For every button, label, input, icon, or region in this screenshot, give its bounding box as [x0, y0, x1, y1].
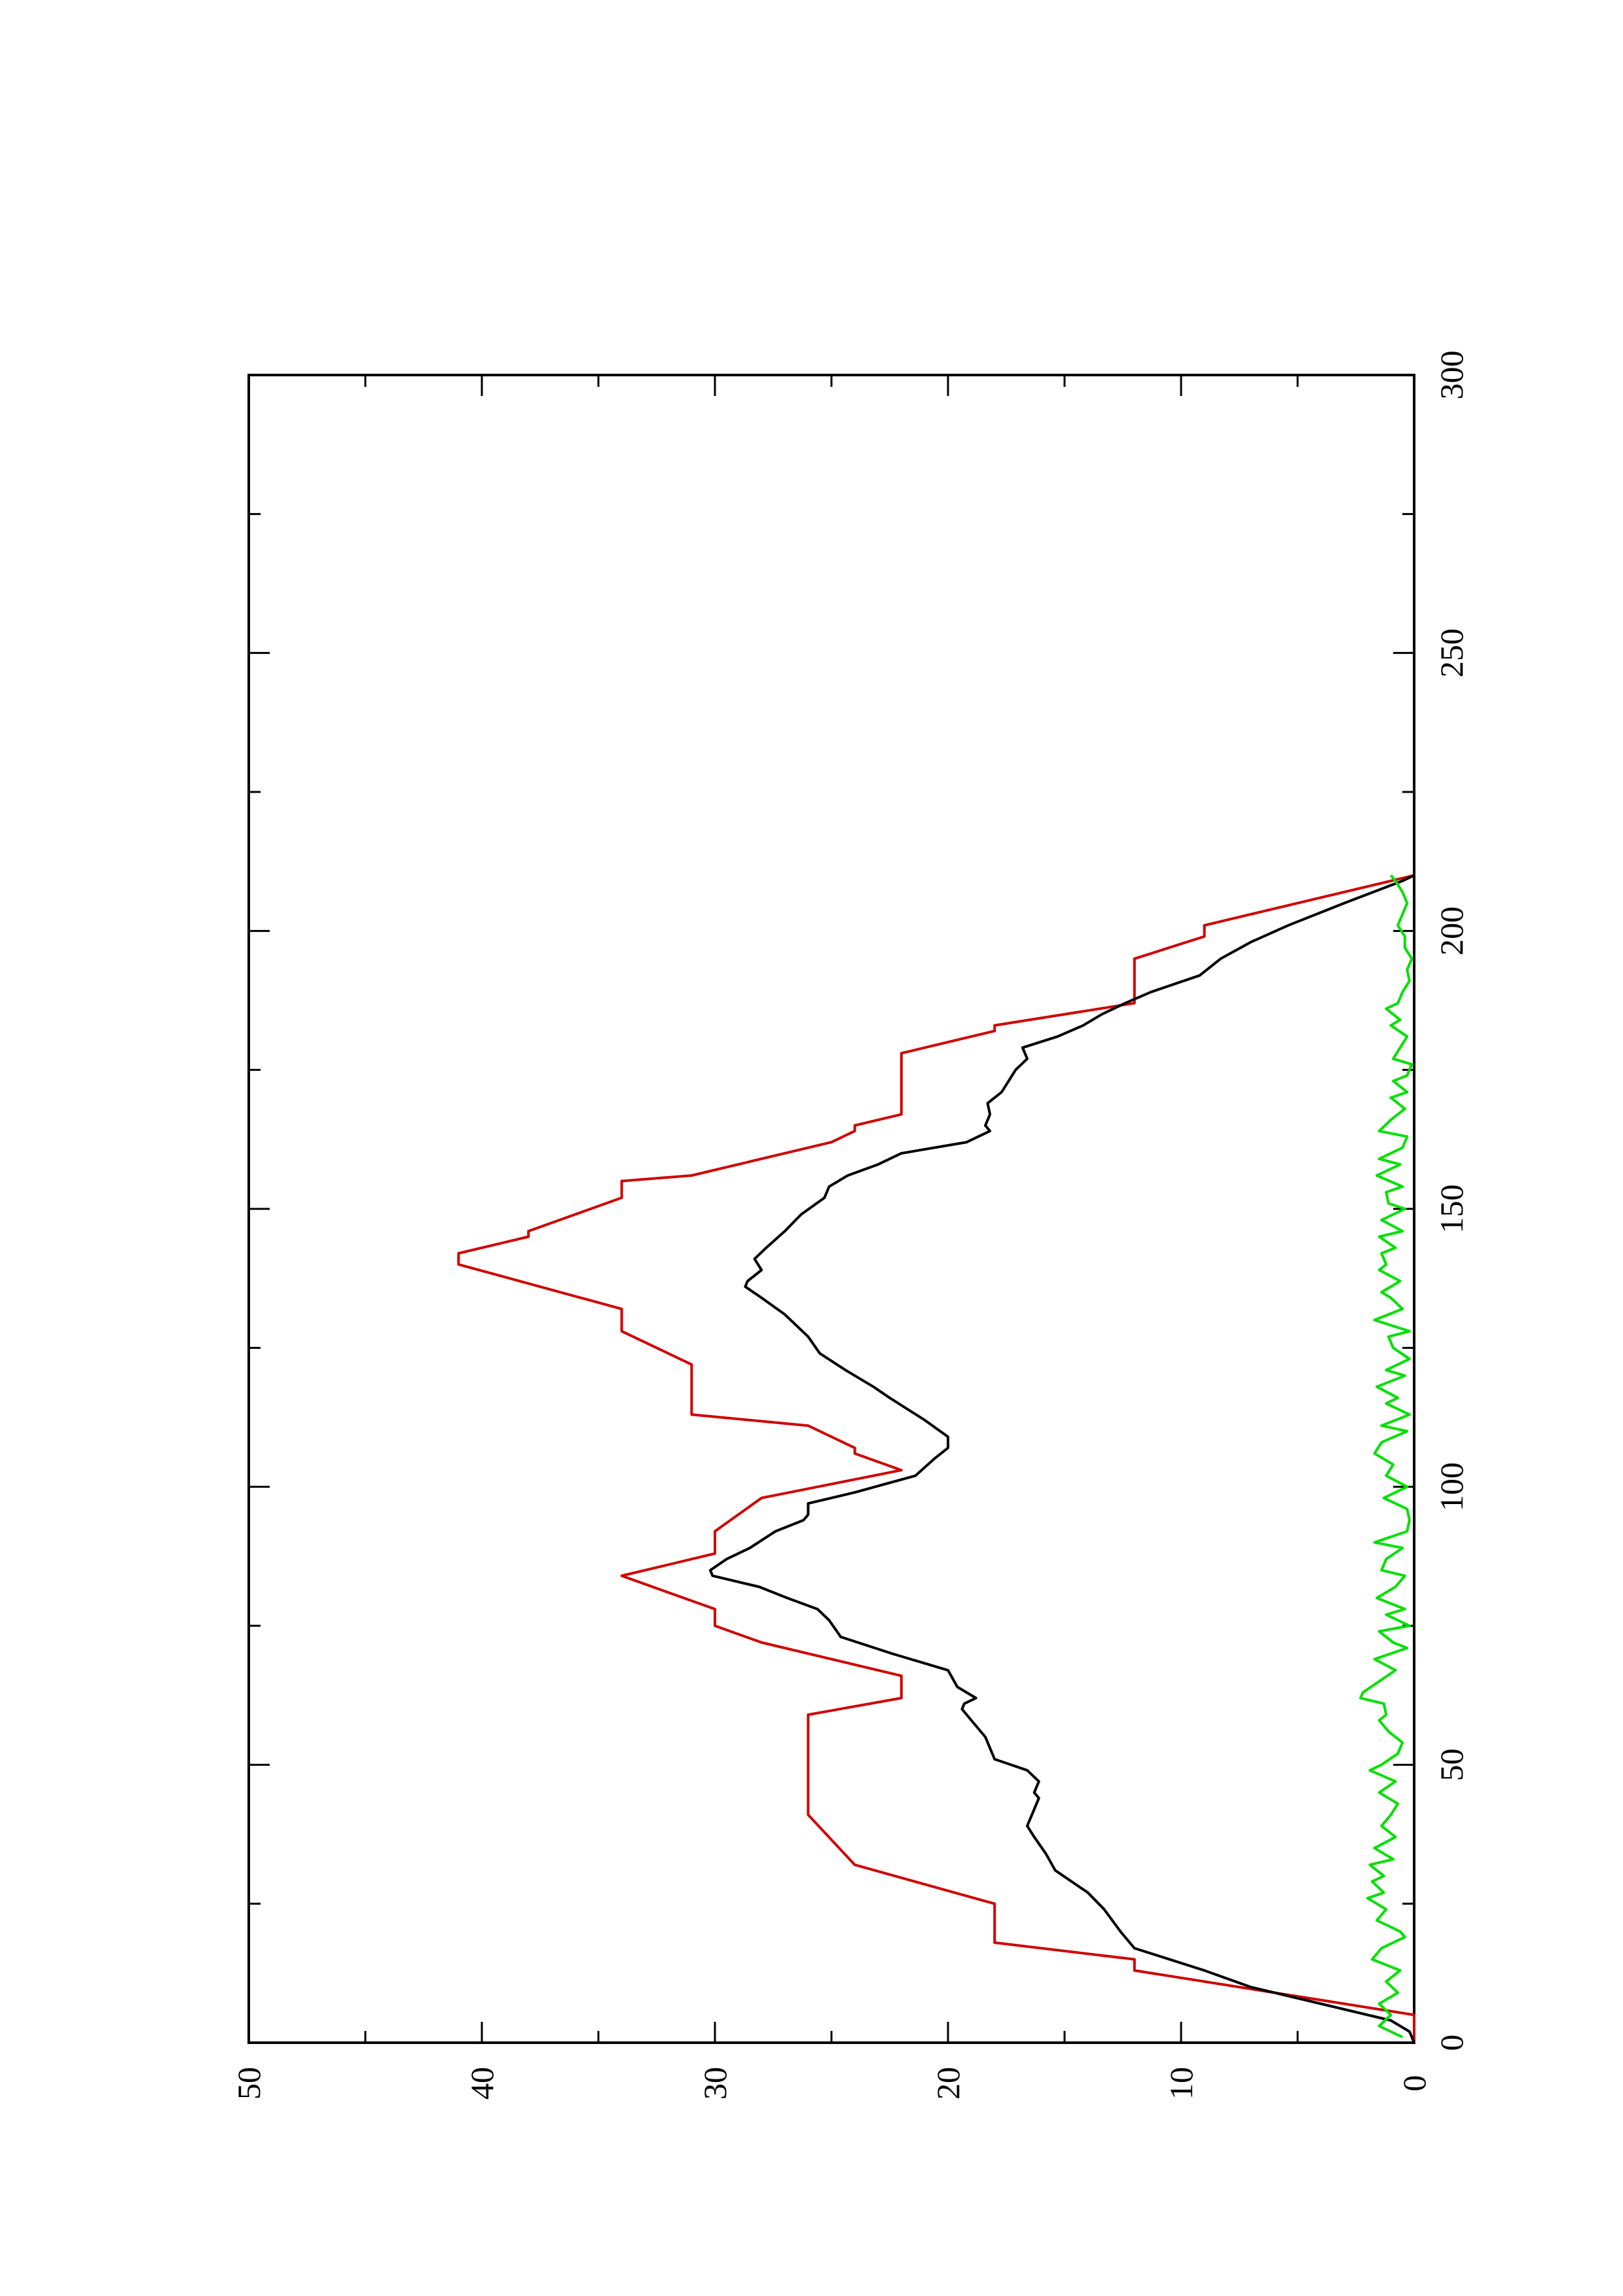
plot-frame [247, 374, 1415, 2044]
y-tick-label: 30 [697, 2067, 733, 2100]
x-tick-label: 150 [1433, 1185, 1470, 1234]
y-tick-label: 20 [930, 2067, 966, 2100]
y-tick-label: 40 [464, 2067, 500, 2100]
y-tick-label: 10 [1163, 2067, 1199, 2100]
x-tick-label: 250 [1433, 628, 1470, 677]
x-tick-label: 200 [1433, 906, 1470, 956]
series-group [457, 874, 1415, 2043]
x-tick-label: 100 [1433, 1462, 1470, 1511]
y-tick-label: 0 [1396, 2075, 1432, 2092]
ticks-group [247, 374, 1415, 2044]
series-line-1 [457, 874, 1415, 2043]
y-tick-label: 50 [230, 2067, 267, 2100]
x-tick-label: 0 [1433, 2035, 1470, 2051]
series-line-2 [708, 874, 1415, 2043]
series-line-3 [1359, 874, 1413, 2039]
tick-labels-group: 0 50 100 150 200 250 300 0 10 20 30 40 50 [230, 351, 1470, 2100]
x-tick-label: 50 [1433, 1748, 1470, 1781]
x-tick-label: 300 [1433, 351, 1470, 400]
